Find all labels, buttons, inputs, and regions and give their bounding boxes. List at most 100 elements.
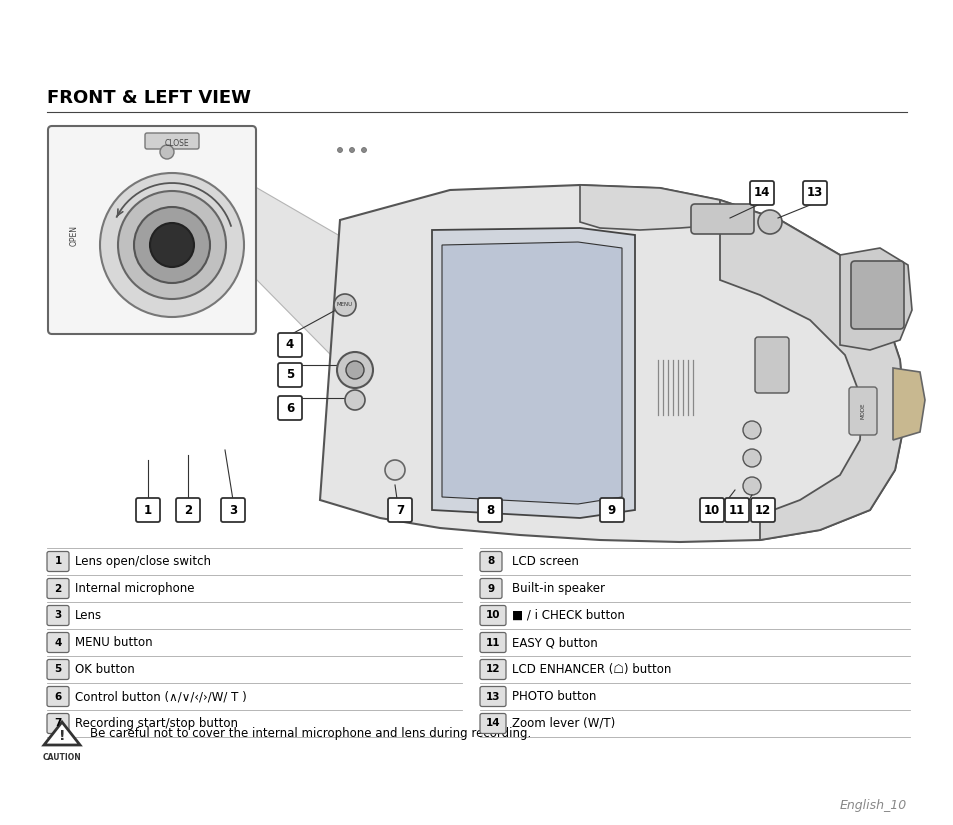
Circle shape xyxy=(334,294,355,316)
Text: 11: 11 xyxy=(485,638,499,648)
Text: MODE: MODE xyxy=(860,403,864,419)
FancyBboxPatch shape xyxy=(47,659,69,680)
Text: CLOSE: CLOSE xyxy=(165,139,189,148)
FancyBboxPatch shape xyxy=(479,633,505,653)
Text: LCD screen: LCD screen xyxy=(512,555,578,568)
FancyBboxPatch shape xyxy=(277,396,302,420)
Text: 13: 13 xyxy=(485,691,499,701)
Text: 6: 6 xyxy=(54,691,62,701)
Text: MENU: MENU xyxy=(336,303,353,308)
Text: 1: 1 xyxy=(54,557,62,567)
Text: Be careful not to cover the internal microphone and lens during recording.: Be careful not to cover the internal mic… xyxy=(90,728,531,741)
Polygon shape xyxy=(44,722,80,745)
Circle shape xyxy=(336,352,373,388)
Circle shape xyxy=(133,207,210,283)
Text: 12: 12 xyxy=(485,664,499,675)
Text: 7: 7 xyxy=(395,503,404,516)
Text: Zoom lever (W/T): Zoom lever (W/T) xyxy=(512,717,615,730)
Text: 3: 3 xyxy=(54,610,62,620)
Text: Lens: Lens xyxy=(75,609,102,622)
Polygon shape xyxy=(720,200,904,540)
FancyBboxPatch shape xyxy=(479,659,505,680)
Text: 12: 12 xyxy=(754,503,770,516)
Text: 5: 5 xyxy=(286,369,294,381)
FancyBboxPatch shape xyxy=(277,333,302,357)
Circle shape xyxy=(742,421,760,439)
FancyBboxPatch shape xyxy=(599,498,623,522)
FancyBboxPatch shape xyxy=(175,498,200,522)
Circle shape xyxy=(361,148,366,153)
Circle shape xyxy=(742,477,760,495)
Text: 1: 1 xyxy=(144,503,152,516)
Text: 10: 10 xyxy=(703,503,720,516)
FancyBboxPatch shape xyxy=(690,204,753,234)
FancyBboxPatch shape xyxy=(221,498,245,522)
Text: Internal microphone: Internal microphone xyxy=(75,582,194,595)
Text: 3: 3 xyxy=(229,503,236,516)
Text: PHOTO button: PHOTO button xyxy=(512,690,596,703)
Polygon shape xyxy=(441,242,621,504)
Text: LCD ENHANCER (☖) button: LCD ENHANCER (☖) button xyxy=(512,663,671,676)
FancyBboxPatch shape xyxy=(750,498,774,522)
Text: MENU button: MENU button xyxy=(75,636,152,649)
FancyBboxPatch shape xyxy=(754,337,788,393)
Polygon shape xyxy=(252,185,390,415)
Text: 2: 2 xyxy=(184,503,192,516)
Text: 8: 8 xyxy=(487,557,494,567)
FancyBboxPatch shape xyxy=(47,606,69,625)
FancyBboxPatch shape xyxy=(136,498,160,522)
FancyBboxPatch shape xyxy=(479,551,501,572)
FancyBboxPatch shape xyxy=(848,387,876,435)
FancyBboxPatch shape xyxy=(47,633,69,653)
Text: EASY Q button: EASY Q button xyxy=(512,636,598,649)
Text: English_10: English_10 xyxy=(839,799,906,812)
FancyBboxPatch shape xyxy=(479,686,505,706)
Circle shape xyxy=(160,145,173,159)
Circle shape xyxy=(349,148,355,153)
FancyBboxPatch shape xyxy=(479,714,505,733)
FancyBboxPatch shape xyxy=(850,261,903,329)
Text: 13: 13 xyxy=(806,186,822,200)
Text: OPEN: OPEN xyxy=(70,224,78,246)
Circle shape xyxy=(758,210,781,234)
Text: !: ! xyxy=(59,729,65,743)
Text: 10: 10 xyxy=(485,610,499,620)
Text: CAUTION: CAUTION xyxy=(43,753,81,762)
FancyBboxPatch shape xyxy=(145,133,199,149)
Circle shape xyxy=(385,460,405,480)
Text: Recording start/stop button: Recording start/stop button xyxy=(75,717,237,730)
Text: 5: 5 xyxy=(54,664,62,675)
Circle shape xyxy=(118,191,226,299)
FancyBboxPatch shape xyxy=(47,714,69,733)
Text: FRONT & LEFT VIEW: FRONT & LEFT VIEW xyxy=(47,89,251,107)
Text: ■ / i CHECK button: ■ / i CHECK button xyxy=(512,609,624,622)
FancyBboxPatch shape xyxy=(749,181,773,205)
Text: 14: 14 xyxy=(485,719,499,728)
Text: 7: 7 xyxy=(54,719,62,728)
Circle shape xyxy=(150,223,193,267)
Text: 6: 6 xyxy=(286,402,294,414)
FancyBboxPatch shape xyxy=(802,181,826,205)
FancyBboxPatch shape xyxy=(724,498,748,522)
FancyBboxPatch shape xyxy=(479,578,501,598)
Text: 11: 11 xyxy=(728,503,744,516)
FancyBboxPatch shape xyxy=(700,498,723,522)
Text: 4: 4 xyxy=(54,638,62,648)
Circle shape xyxy=(346,361,364,379)
Text: Built-in speaker: Built-in speaker xyxy=(512,582,604,595)
Text: OK button: OK button xyxy=(75,663,134,676)
FancyBboxPatch shape xyxy=(47,551,69,572)
Polygon shape xyxy=(840,248,911,350)
FancyBboxPatch shape xyxy=(277,363,302,387)
FancyBboxPatch shape xyxy=(48,126,255,334)
Circle shape xyxy=(100,173,244,317)
Text: 14: 14 xyxy=(753,186,769,200)
Polygon shape xyxy=(432,228,635,518)
Text: 9: 9 xyxy=(607,503,616,516)
FancyBboxPatch shape xyxy=(47,686,69,706)
Polygon shape xyxy=(892,368,924,440)
Text: 2: 2 xyxy=(54,583,62,593)
FancyBboxPatch shape xyxy=(388,498,412,522)
Circle shape xyxy=(337,148,342,153)
Text: 4: 4 xyxy=(286,338,294,351)
